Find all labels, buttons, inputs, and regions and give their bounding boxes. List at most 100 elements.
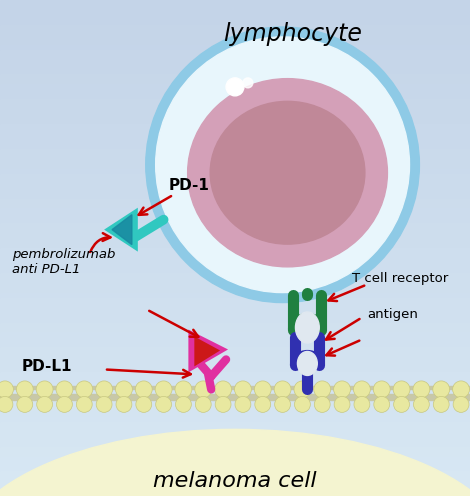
Bar [0, 99, 470, 105]
Bar [0, 318, 470, 324]
Bar [0, 89, 470, 95]
Circle shape [433, 381, 450, 398]
Bar [0, 362, 470, 368]
Bar [0, 323, 470, 329]
Bar [0, 208, 470, 214]
Ellipse shape [0, 429, 474, 497]
Bar [0, 487, 470, 493]
Bar [0, 382, 470, 388]
Text: melanoma cell: melanoma cell [153, 471, 317, 492]
Bar [0, 213, 470, 219]
Bar [0, 164, 470, 169]
Circle shape [374, 397, 390, 413]
Bar [0, 298, 470, 304]
Ellipse shape [188, 79, 387, 267]
Bar [0, 20, 470, 26]
Bar [0, 238, 470, 244]
Bar [0, 427, 470, 433]
Circle shape [36, 397, 53, 413]
Bar [0, 80, 470, 85]
Bar [0, 407, 470, 413]
Bar [0, 84, 470, 90]
Circle shape [274, 381, 291, 398]
Circle shape [393, 381, 410, 398]
Bar [0, 129, 470, 135]
Circle shape [255, 381, 271, 398]
Bar [0, 347, 470, 353]
Ellipse shape [295, 312, 319, 343]
Bar [0, 50, 470, 56]
Bar [0, 178, 470, 184]
Bar [0, 263, 470, 269]
Circle shape [0, 397, 13, 413]
Bar [0, 75, 470, 81]
Bar [0, 168, 470, 174]
Polygon shape [112, 215, 132, 245]
Bar [0, 30, 470, 36]
Circle shape [314, 381, 331, 398]
Text: PD-1: PD-1 [169, 178, 210, 193]
Circle shape [294, 381, 311, 398]
Circle shape [274, 397, 291, 413]
Bar [0, 337, 470, 343]
Bar [0, 94, 470, 100]
Circle shape [354, 381, 370, 398]
Circle shape [17, 397, 33, 413]
Bar [0, 188, 470, 194]
Bar [0, 417, 470, 423]
Circle shape [155, 37, 410, 293]
Bar [0, 367, 470, 373]
Bar [0, 15, 470, 21]
Polygon shape [188, 330, 228, 372]
Circle shape [96, 397, 112, 413]
Bar [0, 447, 470, 453]
Circle shape [314, 397, 330, 413]
Bar [0, 248, 470, 254]
Circle shape [334, 397, 350, 413]
Bar [0, 386, 470, 390]
Ellipse shape [210, 101, 365, 244]
Circle shape [255, 397, 271, 413]
Circle shape [413, 381, 430, 398]
Circle shape [76, 397, 92, 413]
Bar [0, 342, 470, 348]
Bar [0, 253, 470, 259]
Bar [0, 228, 470, 234]
Bar [0, 278, 470, 284]
Bar [0, 159, 470, 165]
Circle shape [17, 381, 33, 398]
Bar [0, 293, 470, 299]
Circle shape [374, 381, 390, 398]
Bar [0, 432, 470, 438]
Bar [0, 65, 470, 71]
Circle shape [175, 397, 191, 413]
Circle shape [294, 397, 310, 413]
Bar [0, 124, 470, 130]
Circle shape [354, 397, 370, 413]
Bar [0, 0, 470, 6]
Circle shape [195, 381, 212, 398]
Bar [0, 442, 470, 448]
Bar [0, 70, 470, 76]
Bar [0, 119, 470, 125]
Bar [0, 288, 470, 294]
Bar [0, 193, 470, 199]
Text: PD-L1: PD-L1 [22, 359, 73, 374]
Text: pembrolizumab
anti PD-L1: pembrolizumab anti PD-L1 [12, 248, 115, 276]
Circle shape [155, 397, 172, 413]
Bar [0, 154, 470, 160]
Circle shape [453, 381, 469, 398]
Bar [0, 472, 470, 478]
Bar [0, 45, 470, 51]
Circle shape [453, 397, 469, 413]
Text: lymphocyte: lymphocyte [223, 22, 362, 46]
Bar [0, 139, 470, 145]
Circle shape [175, 381, 192, 398]
Circle shape [56, 381, 73, 398]
Ellipse shape [298, 351, 317, 375]
Circle shape [195, 397, 211, 413]
Bar [0, 25, 470, 31]
Circle shape [136, 397, 152, 413]
Bar [0, 173, 470, 179]
Bar [0, 397, 470, 403]
